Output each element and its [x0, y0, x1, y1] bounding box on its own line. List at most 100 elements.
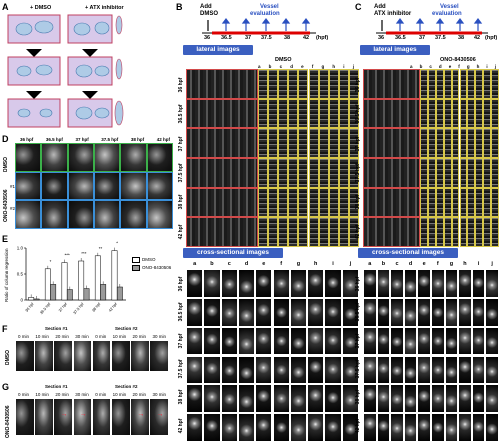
lateral-strip-image: [338, 69, 349, 99]
panel-b-cross-header: cross-sectional images: [183, 248, 283, 258]
lateral-strip-image: [427, 98, 436, 129]
cross-section-image: [342, 385, 358, 413]
cross-section-image: [342, 356, 358, 384]
section-frame-image: [16, 341, 34, 371]
panel-g-times: 0 min 10 min 20 min 30 min 0 min 10 min …: [18, 392, 166, 397]
col-e: e: [448, 64, 452, 69]
cross-section-image: [459, 298, 471, 326]
cross-section-image: [308, 356, 324, 384]
cross-section-image: [364, 327, 376, 355]
y-tick-label: 0: [20, 298, 23, 303]
lateral-strip-image: [298, 187, 309, 218]
g-t1: 10 min: [35, 392, 49, 397]
lateral-overview-image: [363, 158, 420, 188]
lateral-strip-image: [268, 217, 279, 247]
cross-section-image: [377, 327, 390, 355]
x-tick-label: 37.5 hpf: [73, 301, 85, 315]
lateral-strip-image: [443, 217, 452, 247]
section-frame-image: [54, 341, 73, 371]
cross-section-image: [325, 385, 341, 413]
cross-section-image: [187, 298, 203, 326]
lateral-strip-image: [268, 187, 279, 218]
time-lapse-image: [14, 200, 42, 229]
cross-section-image: [325, 356, 341, 384]
panel-e-label: E: [2, 234, 9, 244]
cross-section-image: [308, 298, 324, 326]
panel-a-left-title: + DMSO: [30, 5, 52, 11]
lateral-strip-image: [491, 187, 499, 218]
panel-b-lateral-grid: [178, 69, 359, 247]
time-lapse-image: [41, 171, 68, 201]
cross-section-image: [342, 270, 358, 297]
section-frame-image: [73, 341, 92, 371]
cross-col-letter: a: [193, 261, 197, 267]
time-lapse-image: [67, 171, 94, 201]
time-row-label: 37 hpf: [355, 135, 361, 151]
cross-section-image: [364, 385, 376, 413]
panel-c-tick-2: 37: [419, 35, 426, 41]
cross-section-image: [308, 414, 324, 441]
lateral-strip-image: [288, 158, 299, 188]
x-tick-label: 37 hpf: [58, 301, 68, 312]
col-h: h: [476, 64, 480, 69]
cross-section-image: [486, 356, 498, 384]
cross-section-image: [221, 298, 237, 326]
cross-section-image: [256, 270, 272, 297]
d-col-36-5: 36.5 hpf: [45, 137, 63, 142]
panel-c-lateral-row-labels: 36 hpf 36.5 hpf 37 hpf 37.5 hpf 38 hpf 42 hpf: [355, 70, 365, 246]
cross-section-image: [445, 270, 458, 297]
lateral-strip-image: [467, 69, 476, 99]
time-lapse-image: [41, 143, 68, 172]
time-row-label: 42 hpf: [355, 223, 361, 239]
panel-c-lateral-header: lateral images: [360, 45, 430, 55]
cross-section-image: [238, 414, 255, 441]
lateral-strip-image: [420, 69, 428, 99]
cross-section-image: [290, 327, 307, 355]
cross-section-image: [256, 298, 272, 326]
lateral-strip-image: [420, 98, 428, 129]
cross-col-letter: a: [368, 261, 372, 267]
cross-section-image: [221, 385, 237, 413]
time-lapse-image: [14, 143, 42, 172]
panel-c-lateral-grid: [355, 69, 499, 247]
lateral-strip-image: [298, 217, 309, 247]
cross-col-letter: g: [449, 261, 454, 267]
cross-section-image: [377, 270, 390, 297]
time-row-label: 42 hpf: [355, 418, 361, 434]
lateral-strip-image: [257, 98, 269, 129]
lateral-strip-image: [278, 69, 289, 99]
cross-section-image: [290, 356, 307, 384]
significance-mark: ***: [65, 253, 71, 258]
lateral-strip-image: [257, 217, 269, 247]
cross-section-image: [486, 270, 498, 297]
section-frame-image: [111, 341, 130, 371]
panel-c-condition: ONO-8430506: [440, 57, 476, 63]
bar-dmso: [61, 262, 68, 301]
col-a: a: [258, 64, 261, 69]
bar-dmso: [44, 268, 51, 301]
lateral-strip-image: [475, 217, 484, 247]
bar-dmso: [78, 260, 85, 301]
col-i: i: [486, 64, 488, 69]
lateral-strip-image: [348, 98, 359, 129]
g-t3: 30 min: [75, 392, 89, 397]
time-lapse-image: [14, 171, 42, 201]
lateral-strip-image: [278, 187, 289, 218]
cross-section-image: [486, 385, 498, 413]
cross-section-image: [445, 356, 458, 384]
f-t7: 30 min: [152, 334, 166, 339]
panel-b-tick-0: 36: [204, 35, 211, 41]
panel-b-tick-3: 37.5: [261, 35, 272, 41]
cross-section-image: [238, 356, 255, 384]
g-t4: 0 min: [95, 392, 107, 397]
panel-g-row: ONO-8430506: [5, 405, 11, 438]
panel-c-add-drug: ATX inhibitor: [374, 11, 412, 17]
cross-section-image: [308, 270, 324, 297]
panel-c-vessel-label2: evaluation: [432, 11, 462, 17]
time-lapse-image: [93, 143, 121, 172]
panel-c-tick-0: 36: [378, 35, 385, 41]
significance-mark: *: [116, 241, 118, 246]
red-arrow-mark: →: [79, 411, 87, 418]
cross-section-image: [204, 270, 220, 297]
panel-g-image-strip: → → → →: [16, 399, 168, 435]
